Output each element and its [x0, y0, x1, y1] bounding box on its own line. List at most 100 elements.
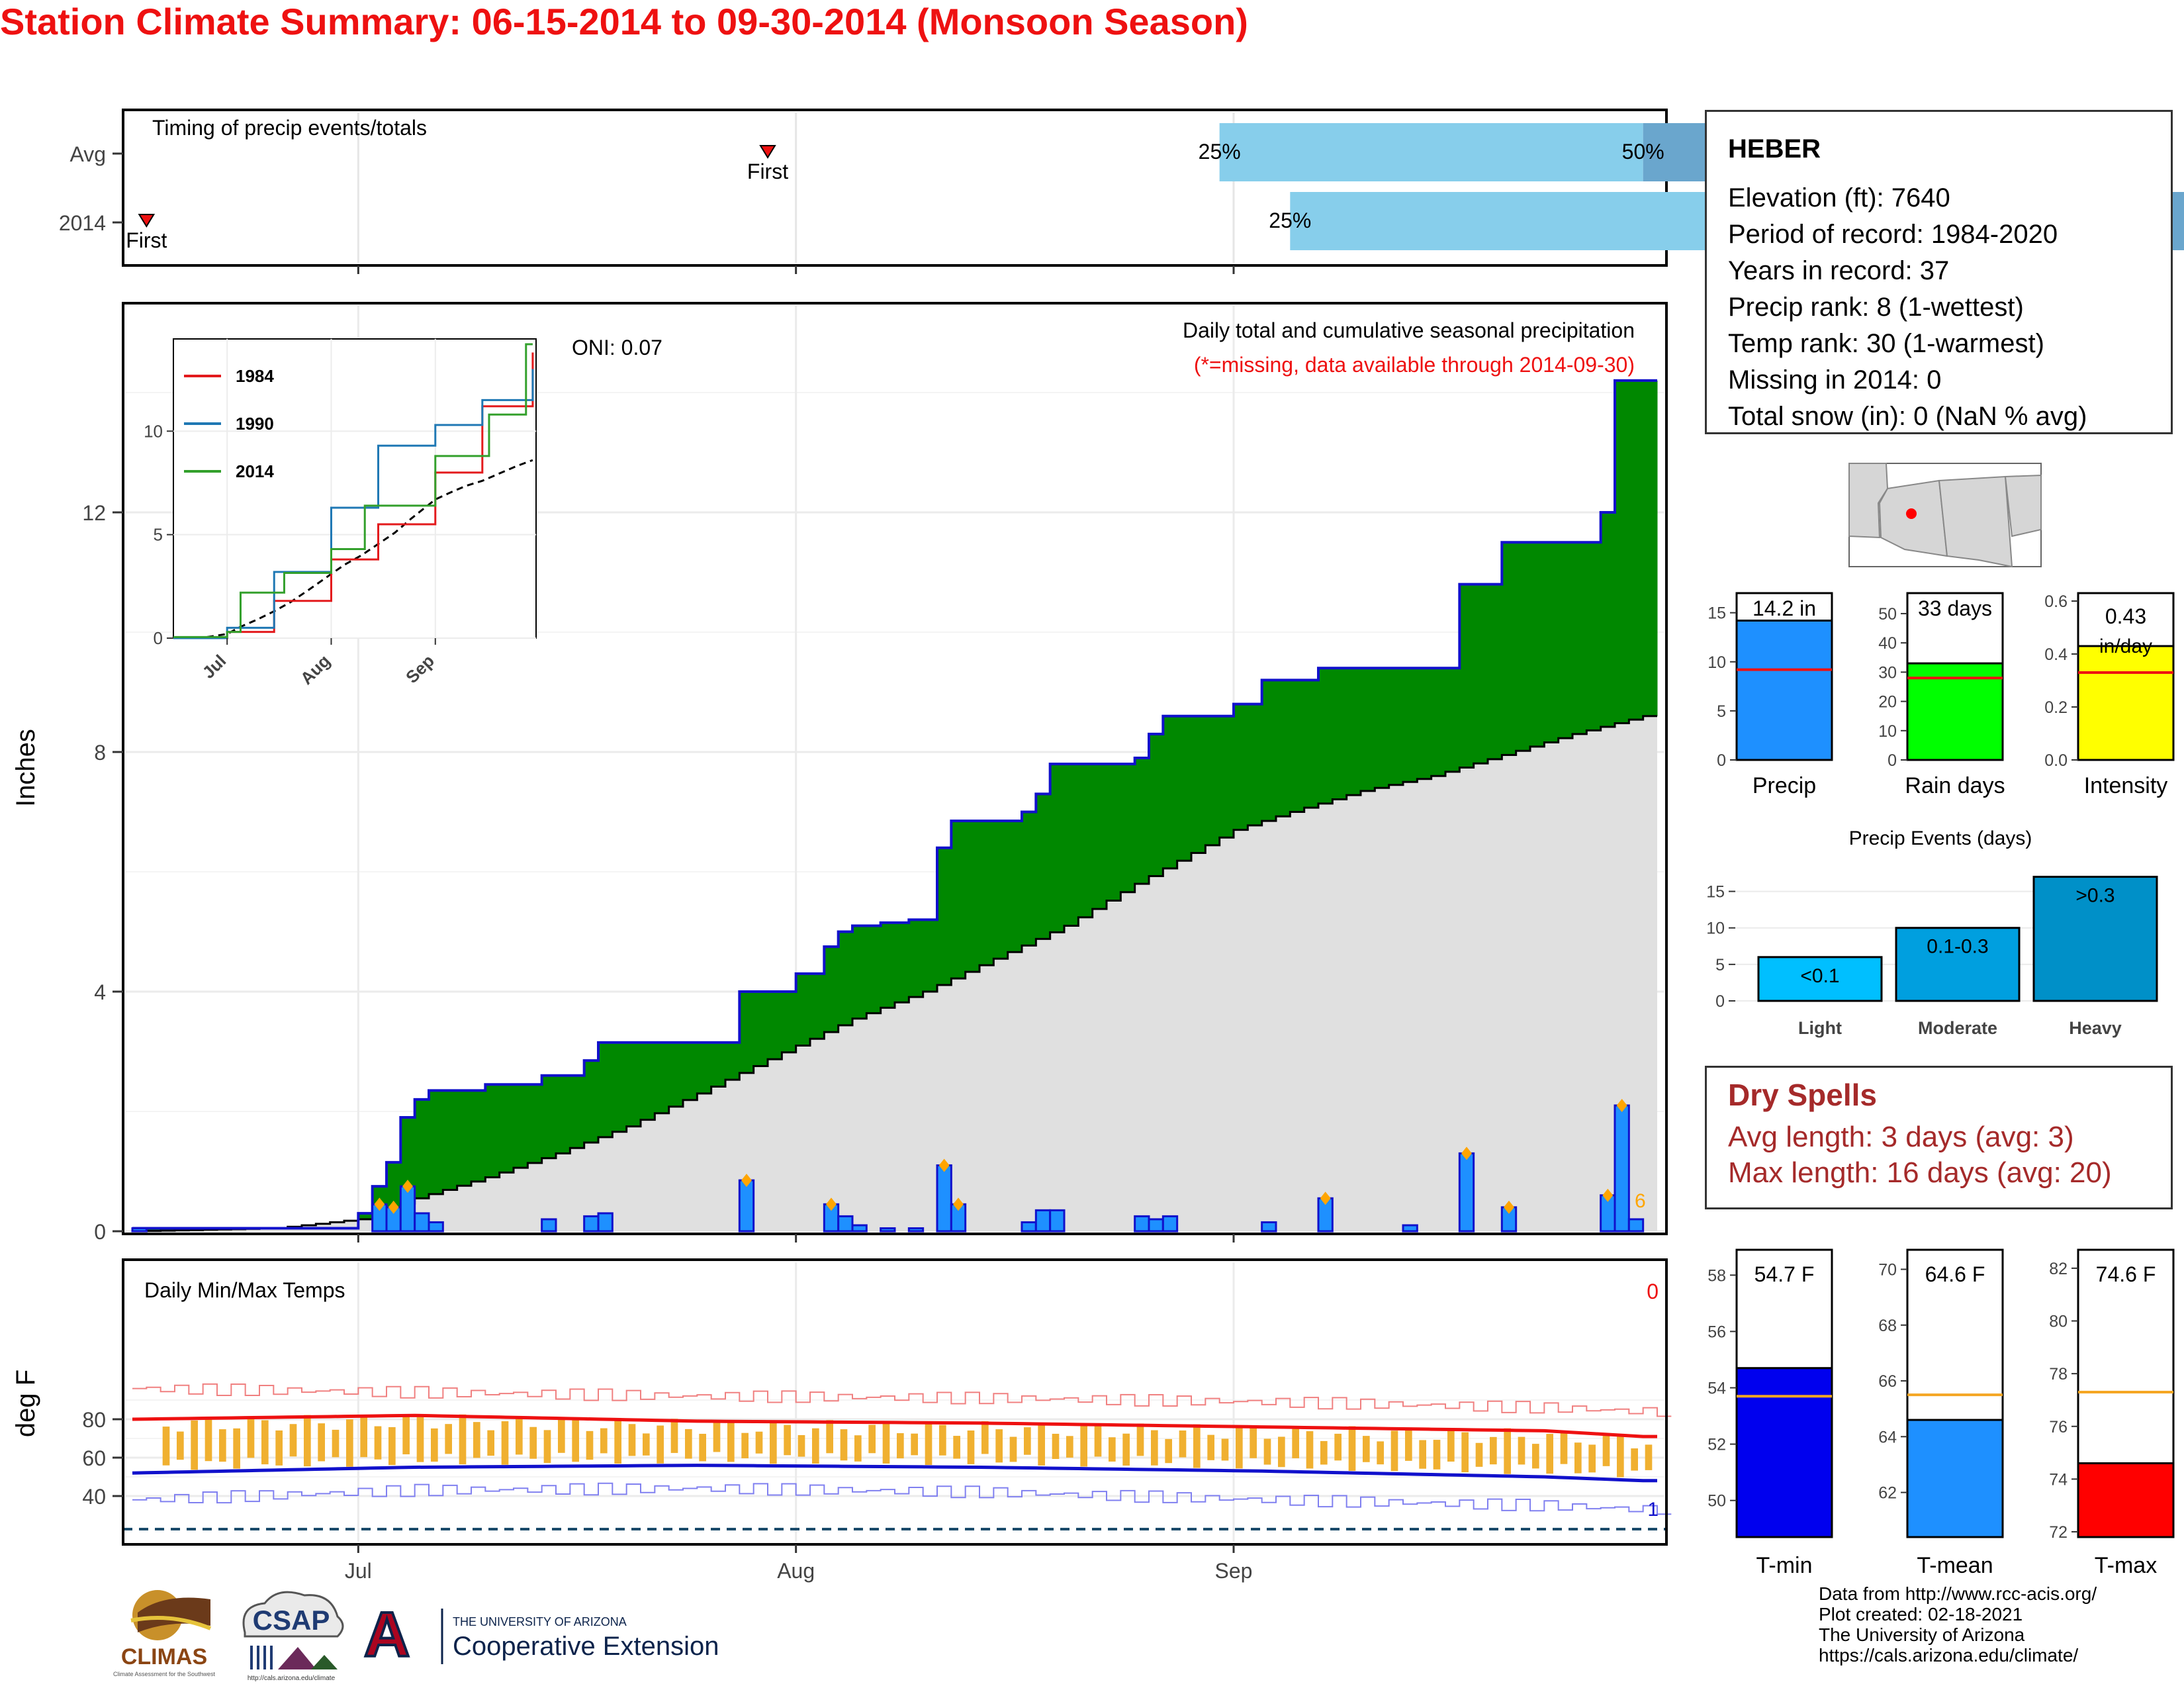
daily-temp-range-bar — [1009, 1436, 1017, 1462]
above-average-fill — [1600, 512, 1615, 727]
daily-precip-bar — [837, 1215, 854, 1233]
stat-ytick-label: 10 — [1878, 722, 1897, 741]
daily-temp-range-bar — [854, 1435, 862, 1462]
stat-ytick-label: 10 — [1707, 653, 1726, 672]
inset-series-line — [173, 369, 534, 639]
temp-xtick-label: Aug — [777, 1559, 815, 1583]
daily-temp-range-bar — [812, 1428, 819, 1464]
station-location-marker — [1906, 508, 1917, 519]
above-average-fill — [1544, 542, 1559, 743]
temp-stat-label: T-max — [2095, 1553, 2157, 1578]
daily-temp-range-bar — [770, 1420, 777, 1464]
above-average-fill — [414, 1099, 430, 1199]
credit-line: Plot created: 02-18-2021 — [1819, 1604, 2023, 1624]
cumulative-2014-line — [132, 379, 1657, 1230]
daily-temp-range-bar — [1080, 1425, 1087, 1467]
locator-map — [1848, 463, 2042, 568]
daily-temp-range-bar — [346, 1419, 353, 1467]
daily-temp-range-bar — [1207, 1434, 1214, 1460]
map-region-east — [2004, 474, 2042, 538]
daily-temp-range-bar — [1475, 1442, 1483, 1467]
stat-label: Precip — [1752, 773, 1816, 798]
above-average-fill — [527, 1084, 543, 1163]
daily-temp-range-bar — [1348, 1426, 1356, 1471]
daily-temp-range-bar — [1617, 1436, 1624, 1477]
daily-temp-range-bar — [191, 1420, 198, 1470]
daily-precip-bar — [583, 1215, 600, 1233]
cooperative-extension: Cooperative Extension — [453, 1632, 719, 1661]
daily-temp-range-bar — [205, 1417, 212, 1462]
daily-temp-range-bar — [699, 1434, 706, 1462]
temp-stat-label: T-min — [1756, 1553, 1813, 1578]
station-precip-rank: Precip rank: 8 (1-wettest) — [1728, 293, 2024, 322]
stat-value-label: 33 days — [1918, 596, 1992, 620]
timing-row-label: Avg — [69, 142, 106, 166]
above-average-fill — [1234, 704, 1248, 830]
temp-count-bottom: 1 — [1647, 1499, 1659, 1521]
daily-temp-range-bar — [416, 1417, 424, 1462]
daily-precip-bar — [851, 1224, 868, 1233]
above-average-fill — [387, 1162, 401, 1209]
timing-bar-lower — [1219, 123, 1643, 181]
above-average-fill — [1346, 668, 1361, 796]
daily-temp-range-bar — [657, 1425, 664, 1464]
above-average-fill — [768, 992, 782, 1060]
temp-stat-ytick-label: 66 — [1878, 1372, 1897, 1391]
daily-temp-range-bar — [543, 1430, 551, 1464]
above-average-fill — [358, 1213, 373, 1219]
climas-wordmark: CLIMAS — [121, 1644, 207, 1669]
daily-precip-bar — [1627, 1218, 1645, 1233]
inset-legend-label: 2014 — [236, 461, 274, 481]
precip-events-chart: Precip Events (days) 0 5 10 15 <0.1 Light 0.1-… — [1706, 827, 2158, 1038]
daily-temp-range-bar — [1518, 1436, 1525, 1465]
above-average-fill — [1516, 542, 1531, 751]
temp-stat-ytick-label: 72 — [2049, 1523, 2068, 1542]
stat-ytick-label: 0.0 — [2044, 751, 2068, 770]
daily-temp-range-bar — [1306, 1431, 1314, 1469]
climas-logo: CLIMAS Climate Assessment for the Southw… — [111, 1586, 217, 1680]
above-average-fill — [1304, 680, 1319, 808]
above-average-fill — [612, 1042, 627, 1132]
temp-stat-value-label: 54.7 F — [1754, 1262, 1815, 1286]
daily-temp-range-bar — [1136, 1423, 1144, 1456]
above-average-fill — [1361, 668, 1375, 791]
daily-temp-range-bar — [473, 1422, 480, 1458]
above-average-fill — [1120, 764, 1136, 892]
above-average-fill — [1431, 668, 1446, 776]
oni-label: ONI: 0.07 — [572, 336, 662, 359]
daily-temp-range-bar — [1588, 1444, 1596, 1473]
record-low-line — [132, 1482, 1672, 1515]
temp-stat-ytick-label: 62 — [1878, 1484, 1897, 1503]
temp-stat-bar — [2077, 1462, 2175, 1538]
above-average-fill — [1007, 821, 1023, 953]
above-average-fill — [641, 1042, 655, 1120]
daily-temp-range-bar — [953, 1436, 960, 1459]
temp-stat-ytick-label: 64 — [1878, 1428, 1897, 1446]
daily-temp-range-bar — [797, 1434, 805, 1457]
daily-precip-bar — [907, 1227, 925, 1233]
above-average-fill — [1290, 680, 1305, 812]
above-average-fill — [1276, 680, 1291, 817]
temp-stat-label: T-mean — [1917, 1553, 1993, 1578]
daily-precip-bar — [936, 1164, 952, 1233]
daily-temp-range-bar — [177, 1431, 184, 1460]
timing-heading: Timing of precip events/totals — [152, 116, 427, 140]
above-average-fill — [471, 1090, 486, 1182]
daily-temp-range-bar — [713, 1423, 721, 1452]
daily-temp-range-bar — [741, 1432, 749, 1458]
daily-precip-bar — [1402, 1224, 1418, 1233]
daily-temp-range-bar — [784, 1425, 791, 1456]
daily-temp-range-bar — [840, 1429, 848, 1461]
daily-temp-range-bar — [516, 1416, 523, 1455]
daily-temp-range-bar — [1165, 1438, 1172, 1464]
daily-temp-range-bar — [1193, 1424, 1201, 1468]
above-average-fill — [1332, 668, 1347, 800]
daily-temp-range-bar — [643, 1433, 650, 1456]
map-region-newmexico — [1938, 475, 2013, 568]
stat-ytick-label: 40 — [1878, 634, 1897, 653]
inset-ytick-label: 5 — [154, 525, 163, 545]
daily-precip-marker — [741, 1174, 752, 1188]
stat-value-label: 14.2 in — [1752, 596, 1816, 620]
daily-temp-range-bar — [1363, 1436, 1370, 1462]
daily-temp-range-bar — [727, 1421, 735, 1462]
